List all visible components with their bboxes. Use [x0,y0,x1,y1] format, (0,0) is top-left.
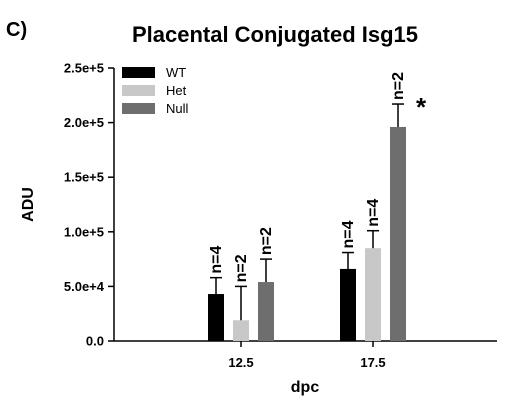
bar [208,294,224,341]
x-tick-label: 17.5 [360,355,385,370]
x-ticks: 12.5 17.5 [228,341,386,370]
x-axis-title: dpc [291,379,320,396]
legend-label: WT [166,65,186,80]
legend-swatch [122,67,155,78]
y-tick-label: 1.0e+5 [64,224,104,239]
sample-size-label: n=4 [340,220,357,248]
significance-asterisk: * [416,92,427,122]
sample-size-label: n=2 [258,227,275,255]
x-tick-label: 12.5 [228,355,253,370]
sample-size-label: n=4 [365,199,382,227]
axes [113,68,497,342]
legend-swatch [122,85,155,96]
chart-title: Placental Conjugated Isg15 [132,22,418,47]
y-tick-label: 5.0e+4 [64,279,105,294]
sample-size-label: n=2 [390,72,407,100]
legend-label: Null [166,101,189,116]
legend: WT Het Null [122,65,189,116]
y-tick-label: 0.0 [86,334,104,349]
sample-size-label: n=4 [208,246,225,274]
y-ticks: 0.0 5.0e+4 1.0e+5 1.5e+5 2.0e+5 2.5e+5 [64,61,114,349]
sample-size-label: n=2 [233,254,250,282]
y-tick-label: 1.5e+5 [64,170,104,185]
legend-label: Het [166,83,187,98]
bar [233,320,249,341]
bars: n=4 n=4 n=2 n=4 n=2 n=2 * [208,72,427,341]
panel-label: C) [6,19,27,41]
bar [365,248,381,341]
bar [390,126,406,341]
y-tick-label: 2.0e+5 [64,115,104,130]
bar [258,282,274,341]
legend-swatch [122,103,155,114]
y-axis-title: ADU [20,187,37,222]
bar [340,268,356,341]
y-tick-label: 2.5e+5 [64,61,104,76]
